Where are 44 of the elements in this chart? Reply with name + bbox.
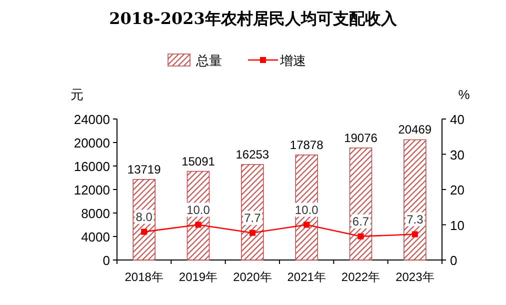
- bar: [349, 148, 372, 260]
- data-label: 10.0: [186, 202, 210, 217]
- data-label: 13719: [127, 162, 162, 176]
- bar: [241, 164, 264, 260]
- x-tick-label: 2021年: [287, 270, 326, 284]
- chart-title: 2018-2023年农村居民人均可支配收入: [109, 9, 398, 28]
- y-tick-label: 0: [102, 253, 110, 268]
- point: [304, 222, 310, 228]
- x-tick-label: 2023年: [396, 270, 434, 284]
- data-label: 17878: [290, 138, 324, 152]
- y2-tick-label: 40: [450, 112, 464, 127]
- point: [141, 228, 148, 235]
- data-label: 7.7: [244, 210, 262, 225]
- x-tick-label: 2022年: [341, 270, 380, 284]
- data-label: 7.3: [406, 212, 424, 226]
- point: [358, 233, 364, 240]
- y2-tick-label: 0: [450, 253, 458, 268]
- data-label: 20469: [398, 122, 432, 137]
- legend-label: 总量: [195, 53, 222, 68]
- data-label: 8.0: [136, 210, 153, 224]
- point: [412, 231, 418, 238]
- y-tick-label: 20000: [74, 136, 110, 150]
- y-tick-label: 4000: [81, 230, 110, 244]
- data-label: 19076: [344, 130, 378, 145]
- data-label: 16253: [236, 148, 270, 162]
- bar: [404, 139, 426, 260]
- y-axis-title: 元: [70, 87, 84, 102]
- y2-tick-label: 30: [450, 147, 464, 162]
- x-tick-label: 2018年: [124, 270, 164, 284]
- y-tick-label: 8000: [81, 206, 110, 221]
- point: [249, 230, 256, 236]
- y2-axis-title: %: [458, 87, 470, 102]
- y2-tick-label: 10: [450, 218, 464, 233]
- data-label: 6.7: [352, 214, 370, 228]
- x-tick-label: 2020年: [233, 270, 272, 284]
- y-tick-label: 12000: [74, 182, 110, 198]
- legend-label: 增速: [279, 53, 306, 68]
- data-label: 10.0: [294, 202, 319, 217]
- y-tick-label: 16000: [74, 159, 110, 174]
- y2-tick-label: 20: [450, 182, 464, 198]
- point: [195, 222, 202, 228]
- x-tick-label: 2019年: [178, 270, 218, 284]
- y-tick-label: 24000: [74, 112, 110, 127]
- data-label: 15091: [182, 154, 216, 168]
